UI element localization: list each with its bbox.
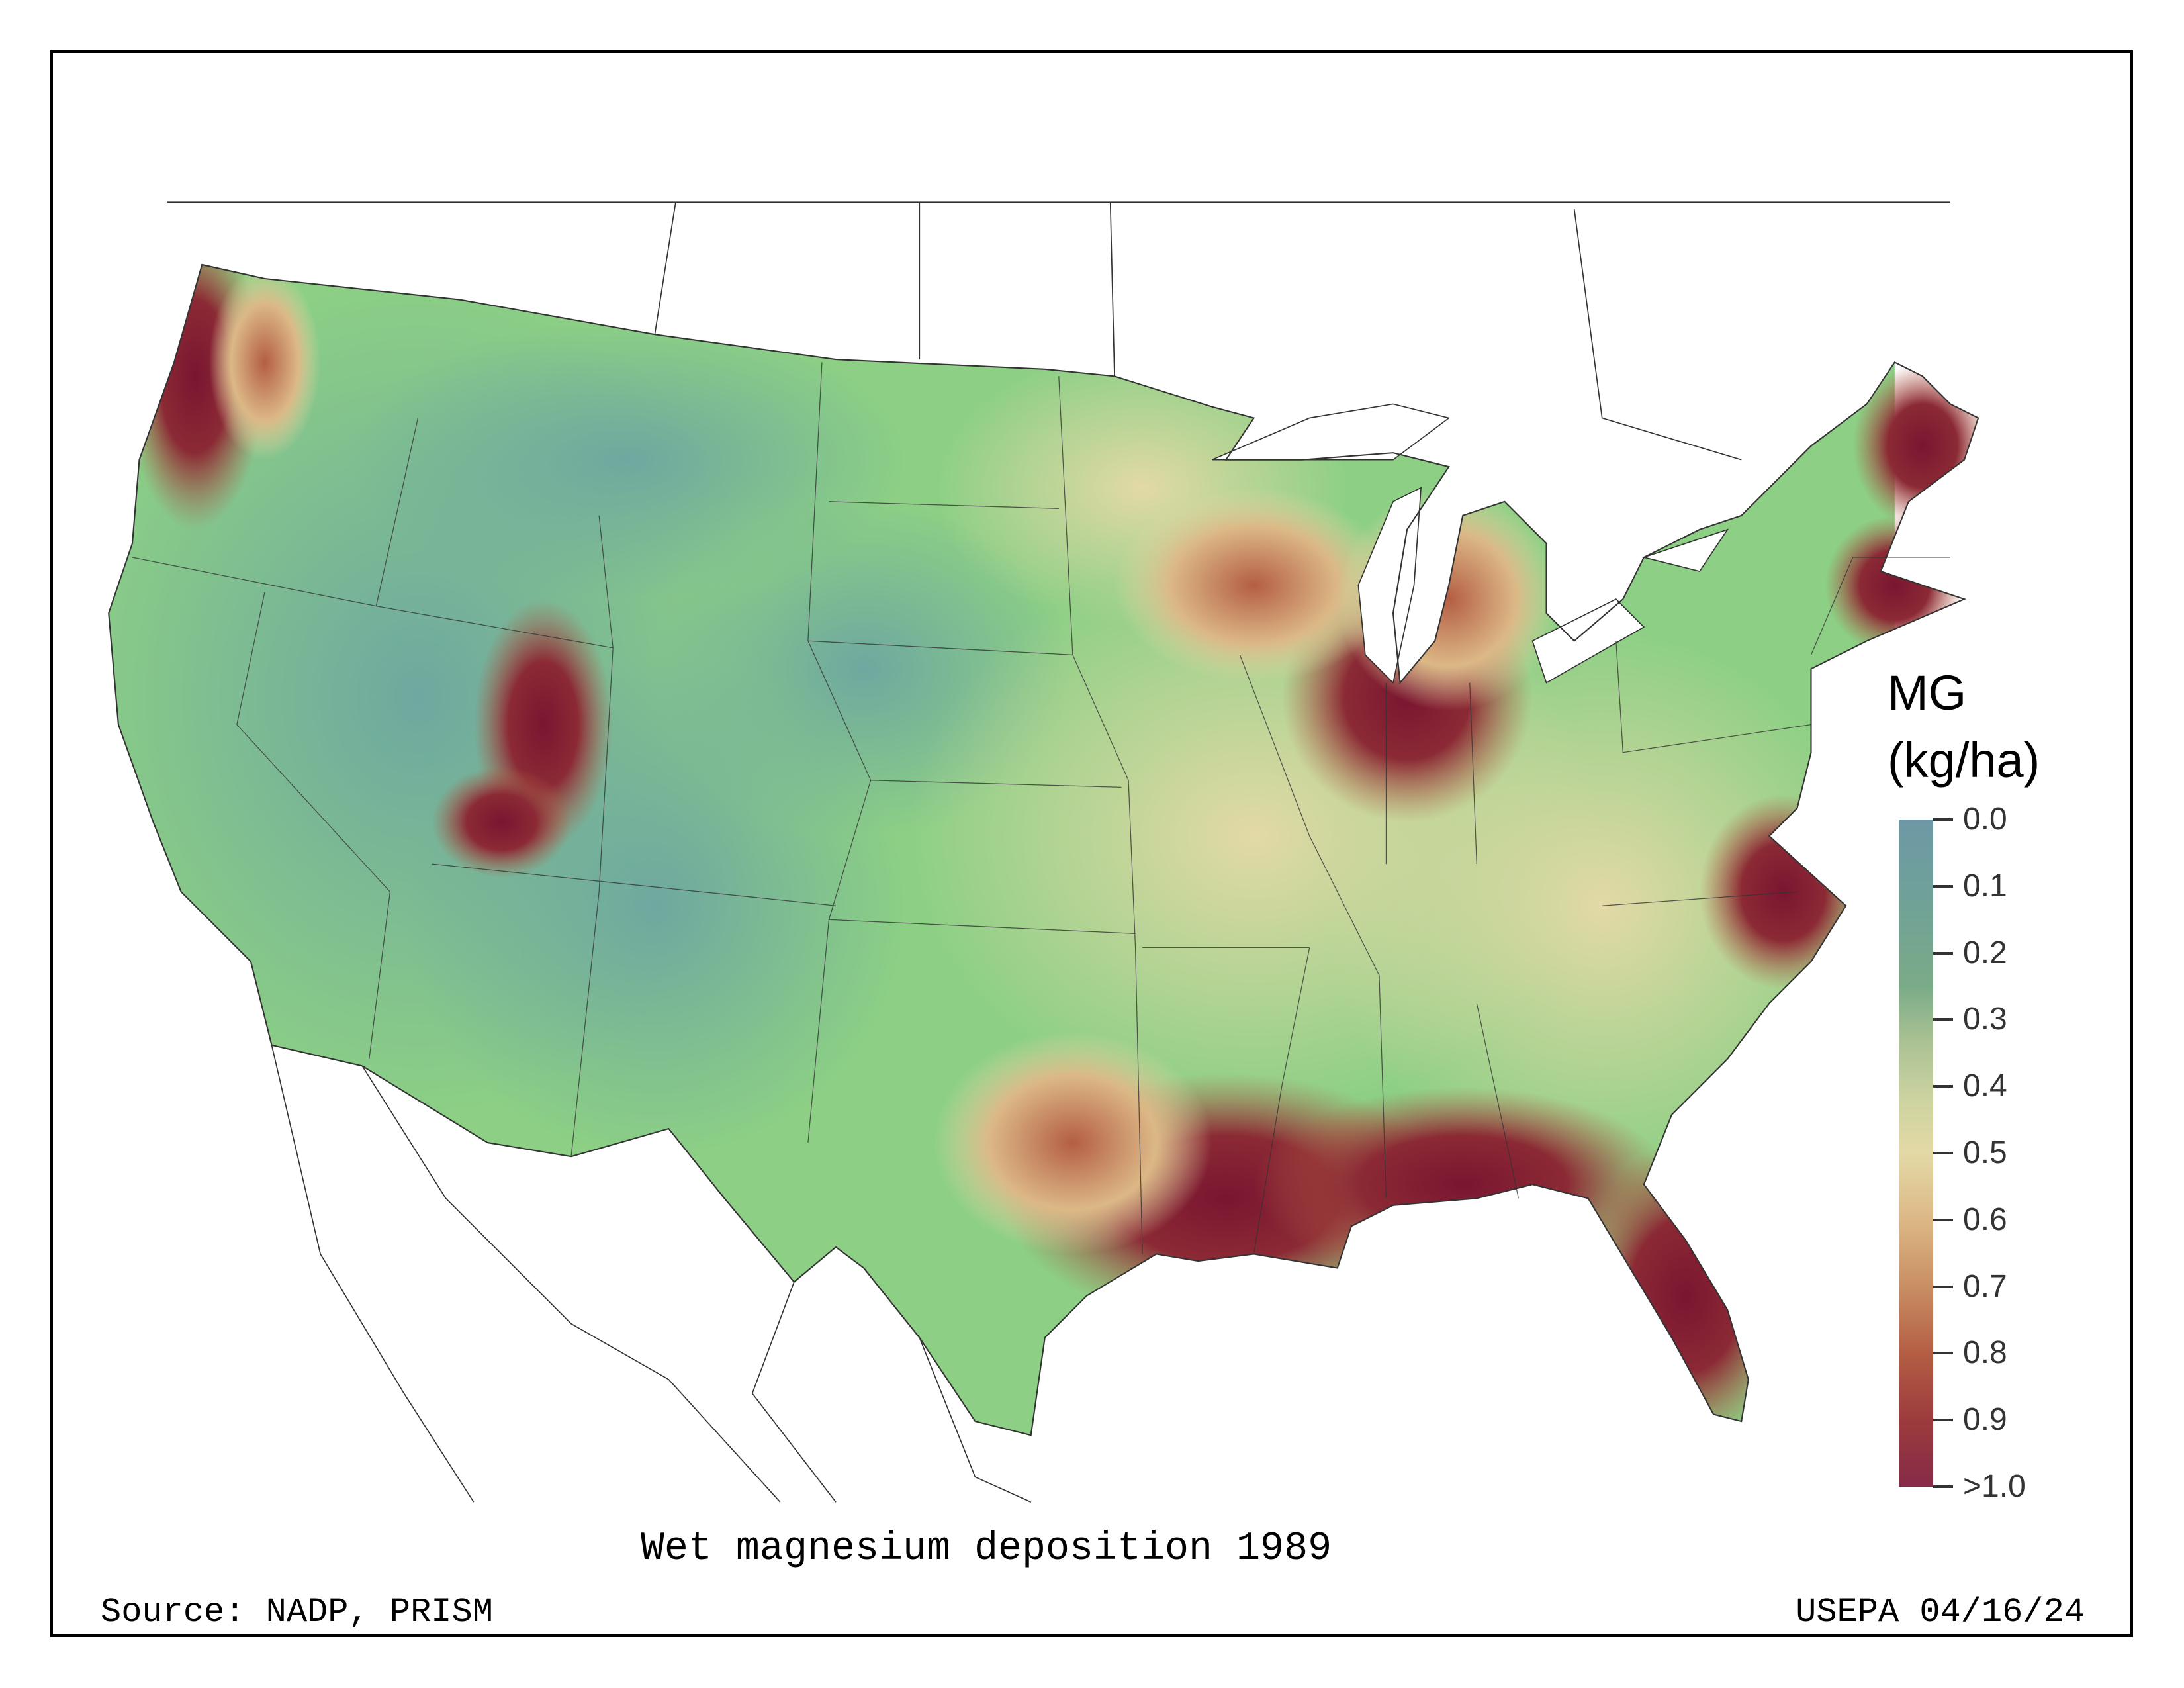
legend-tick bbox=[1933, 1218, 1953, 1221]
legend-tick-label: >1.0 bbox=[1963, 1469, 2026, 1504]
legend-tick bbox=[1933, 884, 1953, 888]
legend-tick-label: 0.2 bbox=[1963, 935, 2007, 970]
legend-tick-label: 0.9 bbox=[1963, 1402, 2007, 1438]
legend-tick bbox=[1933, 818, 1953, 821]
legend-tick bbox=[1933, 951, 1953, 955]
legend-tick bbox=[1933, 1018, 1953, 1021]
legend-tick-label: 0.4 bbox=[1963, 1068, 2007, 1104]
map-title: Wet magnesium deposition 1989 bbox=[640, 1526, 1332, 1571]
credit-note: USEPA 04/16/24 bbox=[1796, 1593, 2085, 1632]
legend-tick-label: 0.3 bbox=[1963, 1002, 2007, 1037]
legend-tick-label: 0.6 bbox=[1963, 1201, 2007, 1237]
legend-tick bbox=[1933, 1152, 1953, 1154]
legend-colorbar bbox=[1899, 820, 1933, 1487]
legend-tick-label: 0.7 bbox=[1963, 1268, 2007, 1304]
legend-tick bbox=[1933, 1485, 1953, 1488]
figure-frame bbox=[50, 50, 2133, 1637]
state-borders bbox=[132, 362, 1951, 1254]
legend-tick-label: 0.0 bbox=[1963, 802, 2007, 837]
neighbor-countries-outline bbox=[167, 201, 1951, 1503]
legend-tick bbox=[1933, 1419, 1953, 1422]
legend-units: (kg/ha) bbox=[1888, 733, 2040, 788]
legend-tick bbox=[1933, 1352, 1953, 1355]
legend-tick bbox=[1933, 1285, 1953, 1288]
source-note: Source: NADP, PRISM bbox=[101, 1593, 493, 1632]
legend-tick bbox=[1933, 1085, 1953, 1088]
legend-tick-label: 0.8 bbox=[1963, 1335, 2007, 1371]
legend-variable: MG bbox=[1888, 665, 1967, 720]
legend-tick-label: 0.1 bbox=[1963, 868, 2007, 904]
legend-tick-label: 0.5 bbox=[1963, 1135, 2007, 1170]
